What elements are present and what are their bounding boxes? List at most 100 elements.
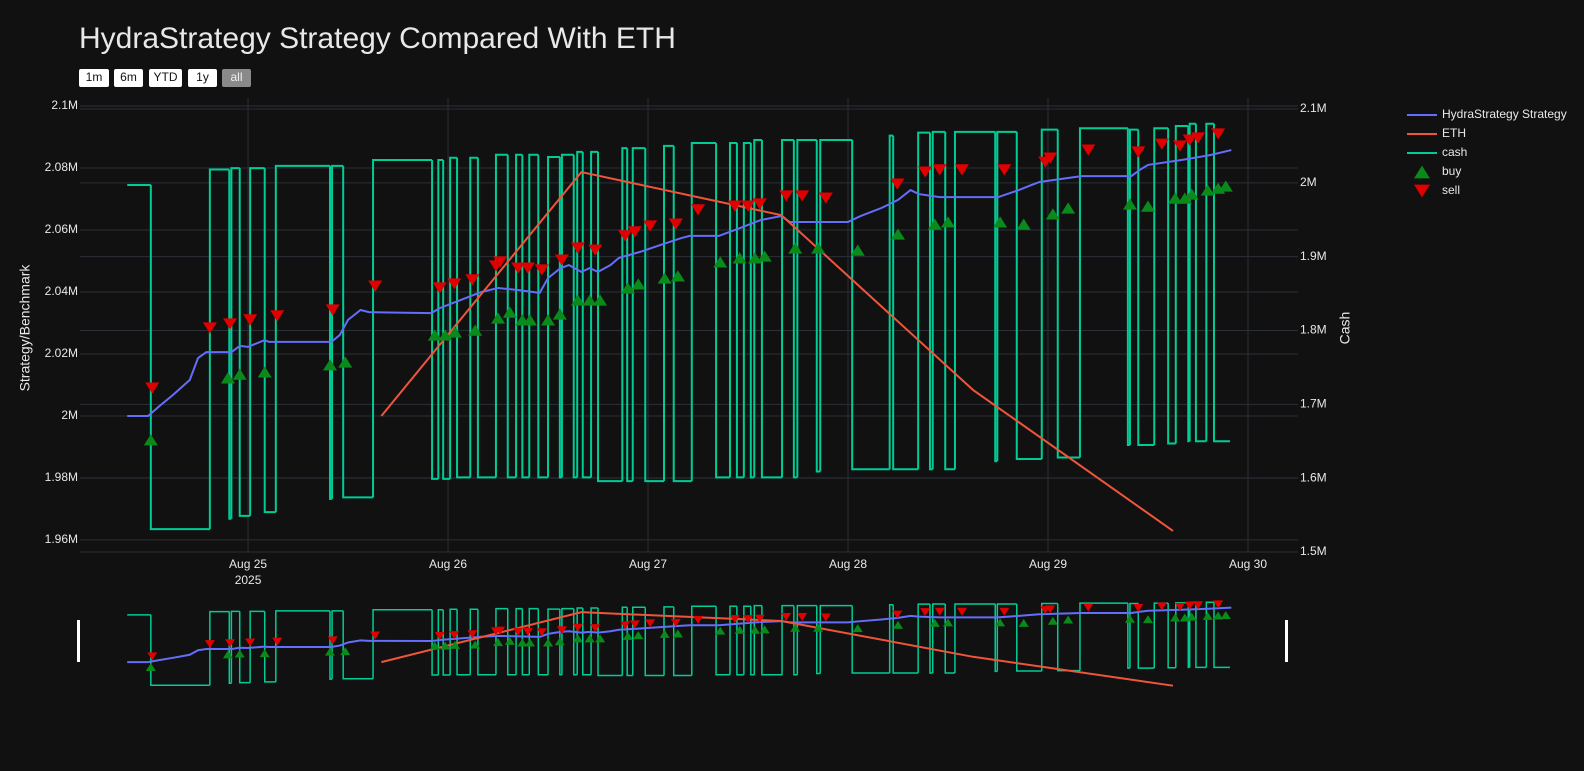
cash-step (476, 157, 496, 479)
chart-title: HydraStrategy Strategy Compared With ETH (79, 22, 676, 55)
slider-buy-marker (1202, 611, 1213, 620)
range-slider-handle[interactable] (77, 620, 80, 662)
range-button-bg[interactable] (79, 69, 109, 87)
cash-step (576, 150, 583, 478)
cash-step (449, 156, 458, 479)
range-button-label[interactable]: 6m (120, 70, 137, 84)
slider-cash-step (996, 603, 1017, 672)
slider-cash-step (1041, 602, 1058, 671)
legend-label: cash (1442, 145, 1467, 159)
buy-marker (220, 372, 235, 384)
y-tick-label: 1.98M (45, 470, 78, 484)
buy-marker (1122, 198, 1137, 210)
slider-cash-step (1213, 602, 1230, 669)
y-tick-label: 2.08M (45, 160, 78, 174)
buy-marker (552, 308, 567, 320)
slider-cash-step (263, 611, 276, 683)
range-button[interactable]: 6m (114, 69, 143, 87)
legend-label: HydraStrategy Strategy (1442, 107, 1567, 121)
slider-sell-marker (449, 631, 460, 640)
range-slider-handle[interactable] (1285, 620, 1288, 662)
sell-marker (493, 256, 508, 268)
slider-buy-marker (517, 638, 528, 647)
buy-marker (670, 270, 685, 282)
cash-step (581, 151, 592, 479)
slider-buy-marker (324, 647, 335, 656)
y2-tick-label: 1.5M (1300, 544, 1327, 558)
slider-cash-step (495, 607, 508, 675)
cash-step (1056, 129, 1080, 459)
range-button-label[interactable]: 1y (196, 70, 209, 84)
range-button-bg[interactable] (188, 69, 217, 87)
range-button-bg[interactable] (149, 69, 182, 87)
sell-marker (465, 274, 480, 286)
cash-step (663, 144, 674, 482)
slider-sell-marker (670, 618, 681, 627)
range-button-label[interactable]: 1m (86, 70, 103, 84)
range-button[interactable]: 1m (79, 69, 109, 87)
slider-cash-step (644, 607, 665, 677)
slider-sell-marker (1174, 602, 1185, 611)
slider-buy-marker (1143, 615, 1154, 624)
slider-buy-marker (1179, 613, 1190, 622)
range-button[interactable]: 1y (188, 69, 217, 87)
y-axis-title: Strategy/Benchmark (17, 264, 33, 392)
slider-buy-marker (524, 638, 535, 647)
y2-tick-label: 1.7M (1300, 397, 1327, 411)
cash-step (590, 150, 599, 478)
slider-cash-step (743, 605, 751, 675)
slider-cash-step (1195, 602, 1207, 669)
sell-marker (918, 166, 933, 178)
slider-buy-marker (595, 634, 606, 643)
cash-step (931, 130, 946, 470)
slider-buy-marker (759, 625, 770, 634)
slider-cash-step (892, 604, 919, 674)
cash-step (1174, 124, 1189, 444)
buy-marker (1200, 184, 1215, 196)
range-button-bg[interactable] (114, 69, 143, 87)
slider-buy-marker (1047, 616, 1058, 625)
sell-marker (890, 178, 905, 190)
cash-step (1128, 128, 1139, 445)
slider-cash-step (249, 610, 265, 683)
sell-marker (1211, 128, 1226, 140)
slider-cash-step (1137, 603, 1155, 669)
cash-step (528, 153, 539, 478)
slider-cash-step (238, 611, 251, 684)
cash-step (1194, 123, 1207, 443)
slider-cash-step (1167, 603, 1176, 669)
slider-buy-marker (1213, 611, 1224, 620)
sell-marker (954, 164, 969, 176)
slider-cash-step (528, 607, 539, 675)
slider-cash-step (781, 604, 794, 675)
slider-cash-step (437, 608, 444, 676)
buy-marker (620, 282, 635, 294)
range-button[interactable]: all (222, 69, 251, 87)
range-button-label[interactable]: YTD (154, 70, 178, 84)
cash-step (494, 153, 508, 478)
sell-marker (818, 192, 833, 204)
cash-step (1040, 128, 1058, 459)
slider-sell-marker (920, 608, 931, 617)
buy-marker (232, 368, 247, 380)
buy-marker (788, 242, 803, 254)
range-button-bg[interactable] (222, 69, 251, 87)
range-button[interactable]: YTD (149, 69, 182, 87)
buy-marker (811, 242, 826, 254)
cash-step (626, 148, 633, 483)
slider-cash-step (456, 609, 471, 676)
cash-step (249, 167, 265, 516)
slider-cash-step (663, 606, 674, 676)
cash-step (469, 156, 478, 478)
slider-buy-marker (622, 631, 633, 640)
cash-step (331, 164, 344, 499)
sell-marker (752, 198, 767, 210)
slider-buy-marker (440, 641, 451, 650)
buy-marker (447, 326, 462, 338)
range-button-label[interactable]: all (230, 70, 242, 84)
sell-marker (588, 244, 603, 256)
slider-cash-step (954, 603, 996, 674)
y2-tick-label: 1.9M (1300, 249, 1327, 263)
y-tick-label: 1.96M (45, 532, 78, 546)
slider-cash-step (547, 608, 560, 675)
